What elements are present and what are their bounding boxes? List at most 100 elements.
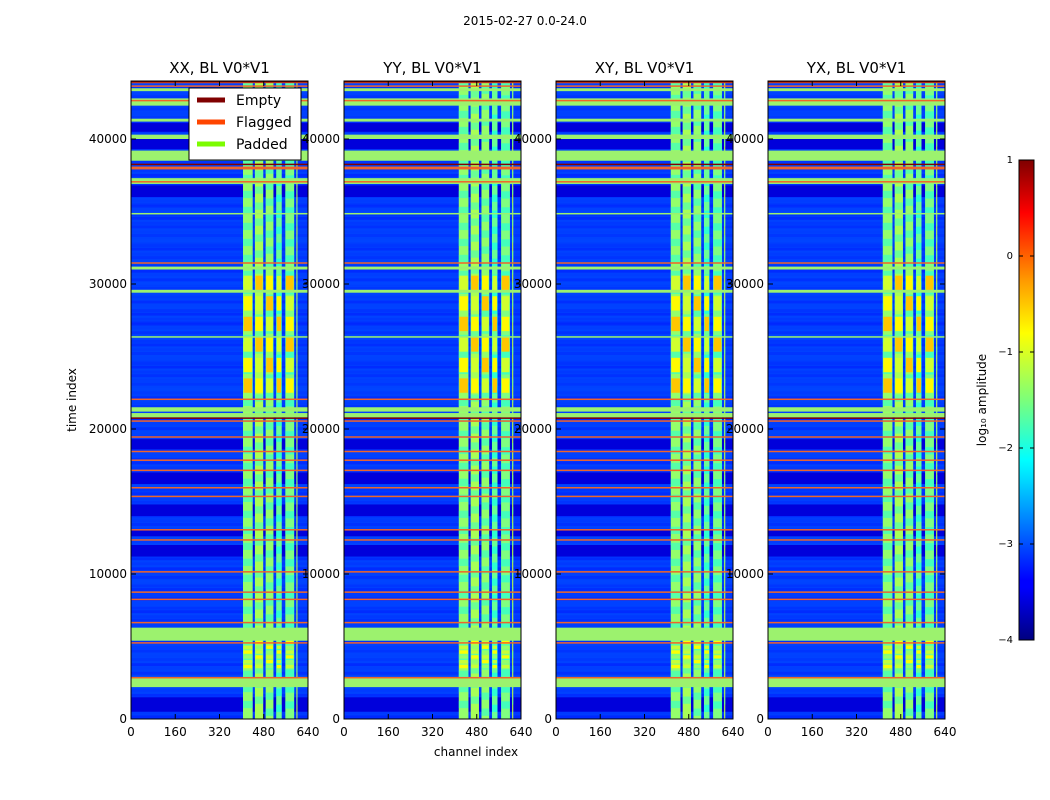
flagged-row	[556, 598, 733, 601]
signal-texture	[925, 191, 934, 199]
noise-row	[768, 247, 945, 251]
noise-row	[344, 567, 521, 571]
strong-signal	[492, 316, 497, 332]
signal-texture	[882, 446, 893, 454]
strong-signal	[501, 645, 510, 649]
signal-texture	[458, 670, 469, 678]
signal-texture	[713, 81, 722, 87]
padded-row	[131, 266, 308, 270]
signal-texture	[670, 684, 681, 693]
signal-texture	[285, 255, 295, 263]
signal-texture	[265, 182, 274, 190]
noise-row	[344, 666, 521, 670]
strong-signal	[704, 660, 709, 664]
padded-row	[344, 289, 521, 293]
noise-row	[131, 168, 308, 172]
signal-texture	[703, 146, 710, 154]
signal-texture	[470, 330, 479, 338]
flagged-row	[131, 571, 308, 573]
signal-texture	[925, 685, 934, 693]
signal-texture	[670, 462, 681, 470]
signal-texture	[265, 454, 274, 462]
signal-texture	[276, 530, 282, 538]
signal-texture	[296, 331, 298, 339]
noise-row	[768, 278, 945, 282]
signal-texture	[491, 514, 498, 522]
signal-texture	[501, 81, 510, 87]
flagged-row	[344, 495, 521, 498]
padded-row	[344, 118, 521, 122]
noise-row	[131, 646, 308, 649]
noise-row	[556, 666, 733, 670]
strong-signal	[482, 660, 489, 664]
signal-texture	[882, 462, 893, 470]
signal-texture	[703, 290, 710, 298]
strong-signal	[243, 650, 253, 654]
signal-texture	[670, 254, 681, 263]
noise-row	[344, 374, 521, 378]
dark-band	[344, 185, 521, 197]
signal-texture	[254, 170, 264, 178]
signal-texture	[724, 443, 726, 451]
signal-texture	[254, 426, 264, 434]
noise-row	[344, 584, 521, 588]
strong-signal	[471, 645, 479, 649]
noise-row	[768, 300, 945, 304]
noise-row	[344, 610, 521, 614]
x-tick-label: 160	[377, 725, 400, 739]
legend-label-empty: Empty	[236, 93, 281, 109]
signal-texture	[936, 171, 938, 179]
signal-texture	[724, 491, 726, 499]
signal-texture	[285, 239, 295, 247]
signal-texture	[882, 270, 893, 279]
y-tick-label: 0	[544, 712, 552, 726]
flagged-row	[131, 676, 308, 679]
noise-row	[131, 304, 308, 308]
signal-texture	[894, 266, 903, 274]
strong-signal	[883, 275, 892, 291]
signal-texture	[512, 427, 514, 435]
strong-signal	[704, 337, 709, 352]
signal-texture	[512, 251, 514, 259]
noise-row	[768, 488, 945, 492]
signal-texture	[501, 223, 510, 231]
noise-row	[556, 321, 733, 325]
strong-signal	[255, 650, 263, 654]
signal-texture	[713, 655, 722, 663]
empty-row	[131, 417, 308, 419]
noise-row	[768, 540, 945, 544]
signal-texture	[936, 363, 938, 371]
padded-row	[344, 627, 521, 641]
strong-signal	[694, 275, 701, 291]
signal-texture	[703, 578, 710, 586]
noise-row	[556, 615, 733, 619]
signal-texture	[285, 81, 295, 87]
strong-signal	[266, 645, 273, 649]
noise-row	[131, 658, 308, 662]
signal-texture	[512, 331, 514, 339]
noise-row	[768, 321, 945, 325]
signal-texture	[925, 159, 934, 167]
signal-texture	[481, 438, 490, 446]
signal-texture	[276, 194, 282, 202]
colorbar-tick-label: 1	[1007, 155, 1013, 166]
noise-row	[344, 357, 521, 360]
signal-texture	[905, 454, 914, 462]
signal-texture	[925, 479, 934, 487]
noise-row	[556, 365, 733, 369]
flagged-row	[556, 420, 733, 422]
noise-row	[344, 339, 521, 343]
noise-row	[344, 234, 521, 237]
signal-texture	[894, 234, 903, 242]
dark-band	[344, 139, 521, 150]
noise-row	[556, 239, 733, 242]
signal-texture	[670, 700, 681, 709]
strong-signal	[713, 275, 722, 291]
noise-row	[768, 466, 945, 470]
signal-texture	[682, 122, 691, 130]
x-tick-label: 0	[764, 725, 772, 739]
signal-texture	[713, 431, 722, 439]
signal-texture	[285, 511, 295, 519]
noise-row	[556, 213, 733, 217]
flagged-row	[556, 495, 733, 498]
